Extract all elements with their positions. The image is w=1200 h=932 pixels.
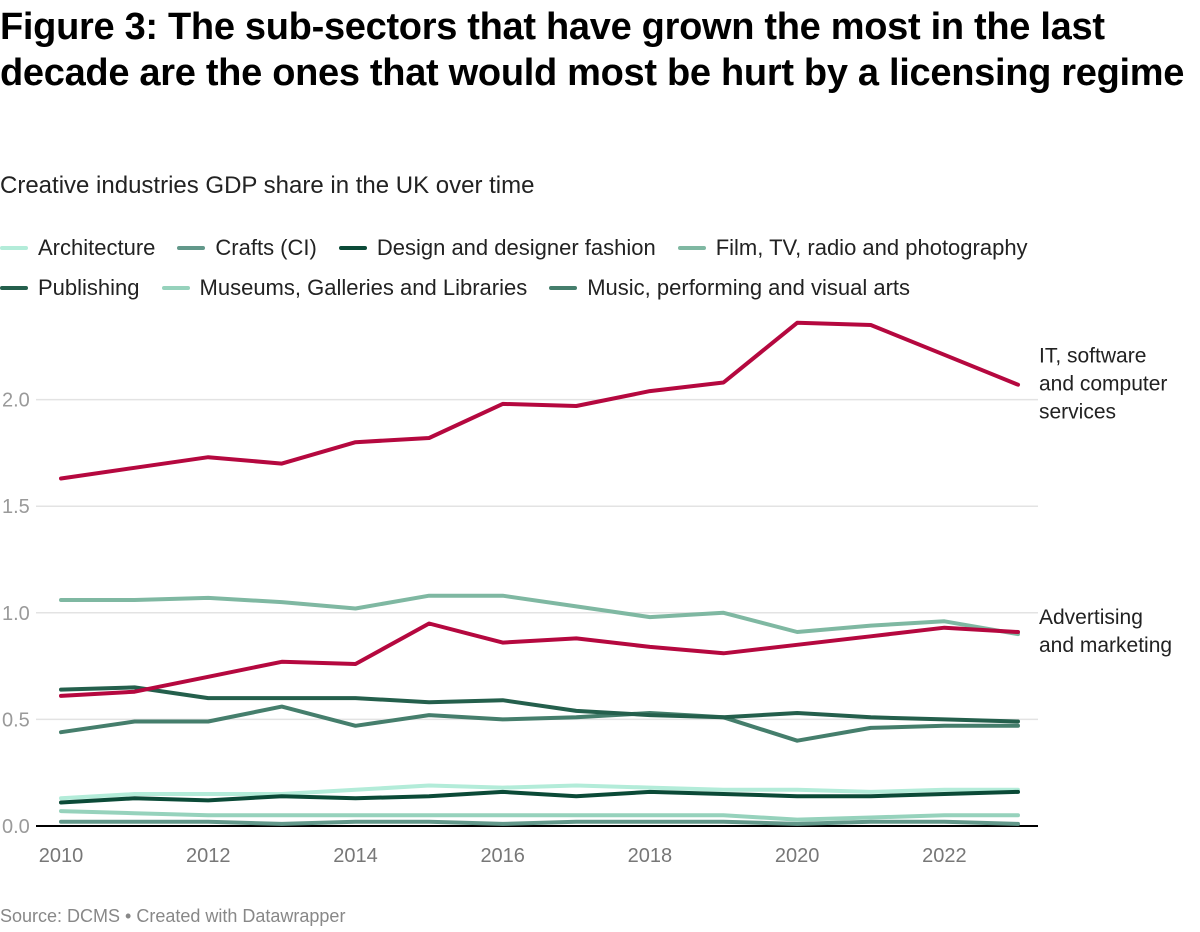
legend-swatch [0,246,28,250]
legend-swatch [177,246,206,250]
series-line-advertising-and-marketing[interactable] [59,621,1020,698]
chart-title: Figure 3: The sub-sectors that have grow… [0,6,1185,94]
legend-item-crafts[interactable]: Crafts (CI) [177,235,317,261]
series-end-label: Advertising and marketing [1039,606,1172,657]
series-line-film-tv-radio-and-photography[interactable] [59,593,1020,637]
legend-swatch [161,286,190,290]
source-footer: Source: DCMS • Created with Datawrapper [0,906,346,926]
x-tick-label: 2010 [39,845,84,867]
y-tick-label: 1.5 [2,496,30,518]
gridlines [36,398,1038,827]
series-line-architecture[interactable] [59,783,1020,801]
legend-item-museums[interactable]: Museums, Galleries and Libraries [161,275,528,301]
legend-label: Publishing [38,275,140,300]
series-line-it-software-and-computer-services[interactable] [59,320,1020,481]
series-line-museums-galleries-and-libraries[interactable] [59,809,1020,822]
chart-subtitle: Creative industries GDP share in the UK … [0,172,535,199]
y-tick-label: 0.5 [2,709,30,731]
legend-swatch [338,246,367,250]
x-tick-label: 2014 [333,845,378,867]
legend-item-design[interactable]: Design and designer fashion [338,235,656,261]
series-end-label: IT, software and computer services [1039,345,1167,424]
series-line-music-performing-and-visual-arts[interactable] [59,704,1020,743]
legend-label: Design and designer fashion [376,235,656,260]
line-chart: 0.0 0.5 1.0 1.5 2.0 2010 2012 2014 2016 2018 2020… [2,320,1172,867]
legend-row: Publishing Museums, Galleries and Librar… [0,268,1190,308]
legend-label: Film, TV, radio and photography [715,235,1028,260]
y-tick-label: 0.0 [2,816,30,838]
legend-swatch [549,286,578,290]
x-tick-label: 2016 [480,845,525,867]
legend-item-publishing[interactable]: Publishing [0,275,140,301]
y-tick-label: 2.0 [2,390,30,412]
legend-row: Architecture Crafts (CI) Design and desi… [0,228,1190,268]
legend-label: Crafts (CI) [215,235,317,260]
series-line-crafts-ci[interactable] [59,819,1020,826]
x-axis-ticks: 2010 2012 2014 2016 2018 2020 2022 [39,845,967,867]
series-lines [59,320,1020,826]
x-tick-label: 2020 [775,845,820,867]
legend-item-film[interactable]: Film, TV, radio and photography [677,235,1028,261]
legend-label: Museums, Galleries and Libraries [199,275,528,300]
x-tick-label: 2018 [628,845,673,867]
series-labels: Advertising and marketing IT, software and … [1039,345,1172,657]
y-tick-label: 1.0 [2,603,30,625]
legend-item-music[interactable]: Music, performing and visual arts [549,275,910,301]
legend-label: Architecture [38,235,156,260]
series-line-publishing[interactable] [59,685,1020,724]
x-tick-label: 2012 [186,845,231,867]
y-axis-ticks: 0.0 0.5 1.0 1.5 2.0 [2,390,30,838]
series-line-design-and-designer-fashion[interactable] [59,789,1020,805]
legend-item-architecture[interactable]: Architecture [0,235,155,261]
legend-label: Music, performing and visual arts [587,275,911,300]
legend: Architecture Crafts (CI) Design and desi… [0,228,1190,308]
legend-swatch [677,246,706,250]
x-tick-label: 2022 [922,845,967,867]
legend-swatch [0,286,28,290]
